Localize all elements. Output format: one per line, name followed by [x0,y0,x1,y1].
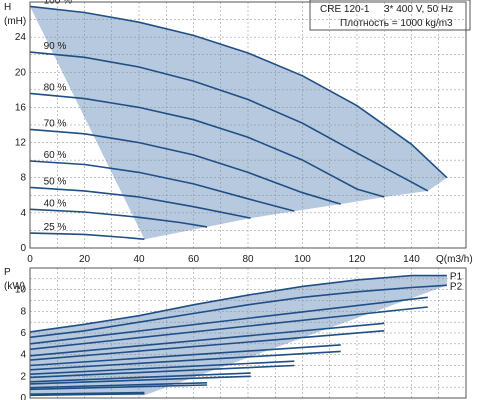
y-tick-label: 6 [20,328,26,339]
speed-label: 60 % [44,150,67,161]
y-tick-label: 0 [20,243,26,254]
curve-series-2 [29,296,428,345]
speed-label: 90 % [44,41,67,52]
curve-series-12 [29,382,208,389]
curve-series-5 [29,330,385,361]
plot-frame [29,1,467,249]
x-tick-label: 40 [133,254,145,265]
speed-label: 40 % [44,198,67,209]
y-tick-label: 2 [20,371,26,382]
power-series-label: P2 [450,281,463,292]
model-text: CRE 120-1 [320,4,370,15]
power-series-label: P1 [450,272,463,283]
curve-series-9 [29,364,295,379]
x-tick-label: 0 [27,254,33,265]
plot-frame [29,267,467,399]
y-tick-label: 10 [15,285,27,296]
curve-50 [29,186,251,219]
curve-100 [29,5,448,179]
curve-P1 [29,274,447,333]
curve-series-7 [29,350,341,371]
y-tick-label: 24 [15,32,27,43]
x-tick-label: 60 [188,254,200,265]
curve-series-11 [29,375,251,385]
y-tick-label: 0 [20,393,26,400]
curve-series-14 [29,391,145,395]
curve-series-6 [29,344,341,367]
head-axis-unit: (mH) [4,16,26,27]
power-axis-label: P [4,267,11,278]
curve-25 [29,232,145,240]
y-tick-label: 4 [20,208,26,219]
curve-series-13 [29,384,208,391]
x-tick-label: 100 [294,254,311,265]
curve-series-10 [29,372,251,383]
speed-label: 100 % [44,0,72,6]
speed-label: 70 % [44,118,67,129]
curve-80 [29,92,385,198]
x-tick-label: 20 [79,254,91,265]
speed-label: 50 % [44,176,67,187]
curve-40 [29,208,208,228]
y-tick-label: 12 [15,138,27,149]
power-axis-unit: (kW) [4,281,25,292]
curve-P2 [29,284,447,339]
head-axis-label: H [4,2,11,13]
speed-label: 25 % [44,222,67,233]
x-tick-label: 140 [403,254,420,265]
head-chart: H (mH) Q(m3/h) 100 % 90 % 80 % 70 % 60 % 50 %… [4,0,473,265]
supply-text: 3* 400 V, 50 Hz [384,4,453,15]
x-tick-label: 80 [242,254,254,265]
curve-90 [29,51,429,192]
curve-60 [29,160,295,212]
x-tick-label: 120 [349,254,366,265]
curve-series-8 [29,360,295,375]
curve-series-4 [29,322,385,357]
y-tick-label: 8 [20,306,26,317]
y-tick-label: 8 [20,173,26,184]
flow-axis-label: Q(m3/h) [436,254,473,265]
y-tick-label: 4 [20,350,26,361]
y-tick-label: 16 [15,102,27,113]
curve-70 [29,128,341,205]
y-tick-label: 20 [15,67,27,78]
density-text: Плотность = 1000 kg/m3 [340,18,453,29]
curve-series-3 [29,306,428,351]
info-box: CRE 120-1 3* 400 V, 50 Hz Плотность = 10… [309,0,471,31]
curve-series-15 [29,392,145,397]
speed-label: 80 % [44,82,67,93]
